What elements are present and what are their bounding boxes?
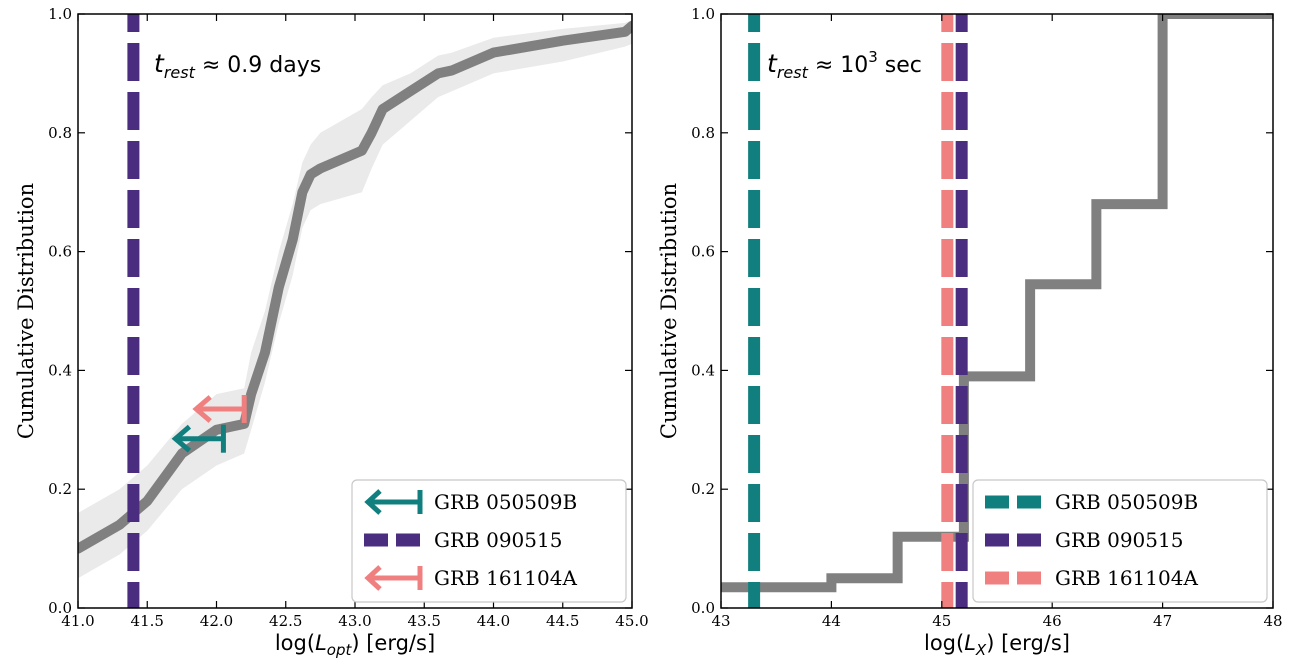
panel-2-xtick-label: 47 (1153, 612, 1172, 630)
panel-1-xtick-label: 44.0 (477, 612, 510, 630)
panel-1-legend-grb-161104a: GRB 161104A (364, 565, 577, 591)
panel-2-xtick-label: 43 (711, 612, 730, 630)
panel-1-legend-grb-050509b: GRB 050509B (364, 489, 577, 515)
panel-2-cdf-step-line (721, 14, 1273, 593)
panel-1-annotation: trest ≈ 0.9 days (154, 49, 321, 82)
panel-2-legend-grb-050509b: GRB 050509B (985, 490, 1198, 514)
panel-2-ytick-label: 0.8 (691, 124, 715, 142)
panel-2-legend-grb-161104a-label: GRB 161104A (1055, 566, 1198, 590)
panel-1-xtick-label: 42.5 (269, 612, 302, 630)
panel-2-axes-frame (720, 13, 1274, 609)
panel-1-legend: GRB 050509B GRB 090515 GRB 161104A (351, 479, 627, 603)
panel-2-xtick-label: 45 (932, 612, 951, 630)
panel-2: 43 44 45 46 47 48 0.0 0.2 0.4 0.6 0.8 1.0 log(LX) [e… (657, 5, 1283, 659)
panel-1-legend-grb-090515: GRB 090515 (364, 528, 562, 552)
panel-1-ytick-label: 0.4 (48, 361, 72, 379)
panel-1-xtick-label: 41.0 (61, 612, 94, 630)
panel-2-legend-grb-090515: GRB 090515 (985, 528, 1183, 552)
panel-1-ytick-label: 0.6 (48, 243, 72, 261)
panel-2-ytick-label: 0.2 (691, 480, 715, 498)
panel-1-ytick-label: 1.0 (48, 5, 72, 23)
panel-1-legend-grb-050509b-label: GRB 050509B (434, 490, 577, 514)
panel-1-xtick-label: 44.5 (546, 612, 579, 630)
panel-2-ytick-label: 0.4 (691, 361, 715, 379)
panel-1-xtick-label: 43.5 (408, 612, 441, 630)
panel-1-ytick-label: 0.8 (48, 124, 72, 142)
panel-2-ylabel: Cumulative Distribution (657, 183, 681, 439)
panel-1-xtick-label: 42.0 (200, 612, 233, 630)
panel-1-ytick-label: 0.0 (48, 599, 72, 617)
panel-1-legend-grb-090515-label: GRB 090515 (434, 528, 562, 552)
panel-2-legend-grb-050509b-label: GRB 050509B (1055, 490, 1198, 514)
panel-1-xtick-label: 45.0 (615, 612, 648, 630)
panel-2-plot-area (721, 14, 1273, 608)
panel-1-xtick-label: 43.0 (338, 612, 371, 630)
panel-2-legend-grb-161104a: GRB 161104A (985, 566, 1198, 590)
panel-1-limit-grb-161104a (192, 395, 247, 424)
panel-2-legend: GRB 050509B GRB 090515 GRB 161104A (972, 479, 1268, 603)
panel-1-limit-grb-050509b (171, 424, 226, 453)
panel-1-ytick-label: 0.2 (48, 480, 72, 498)
panel-2-legend-grb-090515-label: GRB 090515 (1055, 528, 1183, 552)
panel-1-ylabel: Cumulative Distribution (14, 183, 38, 439)
panel-2-ytick-label: 0.0 (691, 599, 715, 617)
panel-2-xlabel: log(LX) [erg/s] (924, 631, 1070, 659)
panel-2-ytick-label: 1.0 (691, 5, 715, 23)
panel-1-xlabel: log(Lopt) [erg/s] (275, 631, 435, 659)
panel-2-xtick-label: 44 (822, 612, 841, 630)
panel-1-xtick-label: 41.5 (131, 612, 164, 630)
panel-2-ytick-label: 0.6 (691, 243, 715, 261)
panel-2-annotation: trest ≈ 103 sec (767, 48, 922, 82)
panel-1: 41.0 41.5 42.0 42.5 43.0 43.5 44.0 44.5 45.0 0.0 0… (14, 5, 649, 659)
panel-2-xtick-label: 46 (1043, 612, 1062, 630)
panel-2-xtick-label: 48 (1263, 612, 1282, 630)
panel-1-legend-grb-161104a-label: GRB 161104A (434, 566, 577, 590)
